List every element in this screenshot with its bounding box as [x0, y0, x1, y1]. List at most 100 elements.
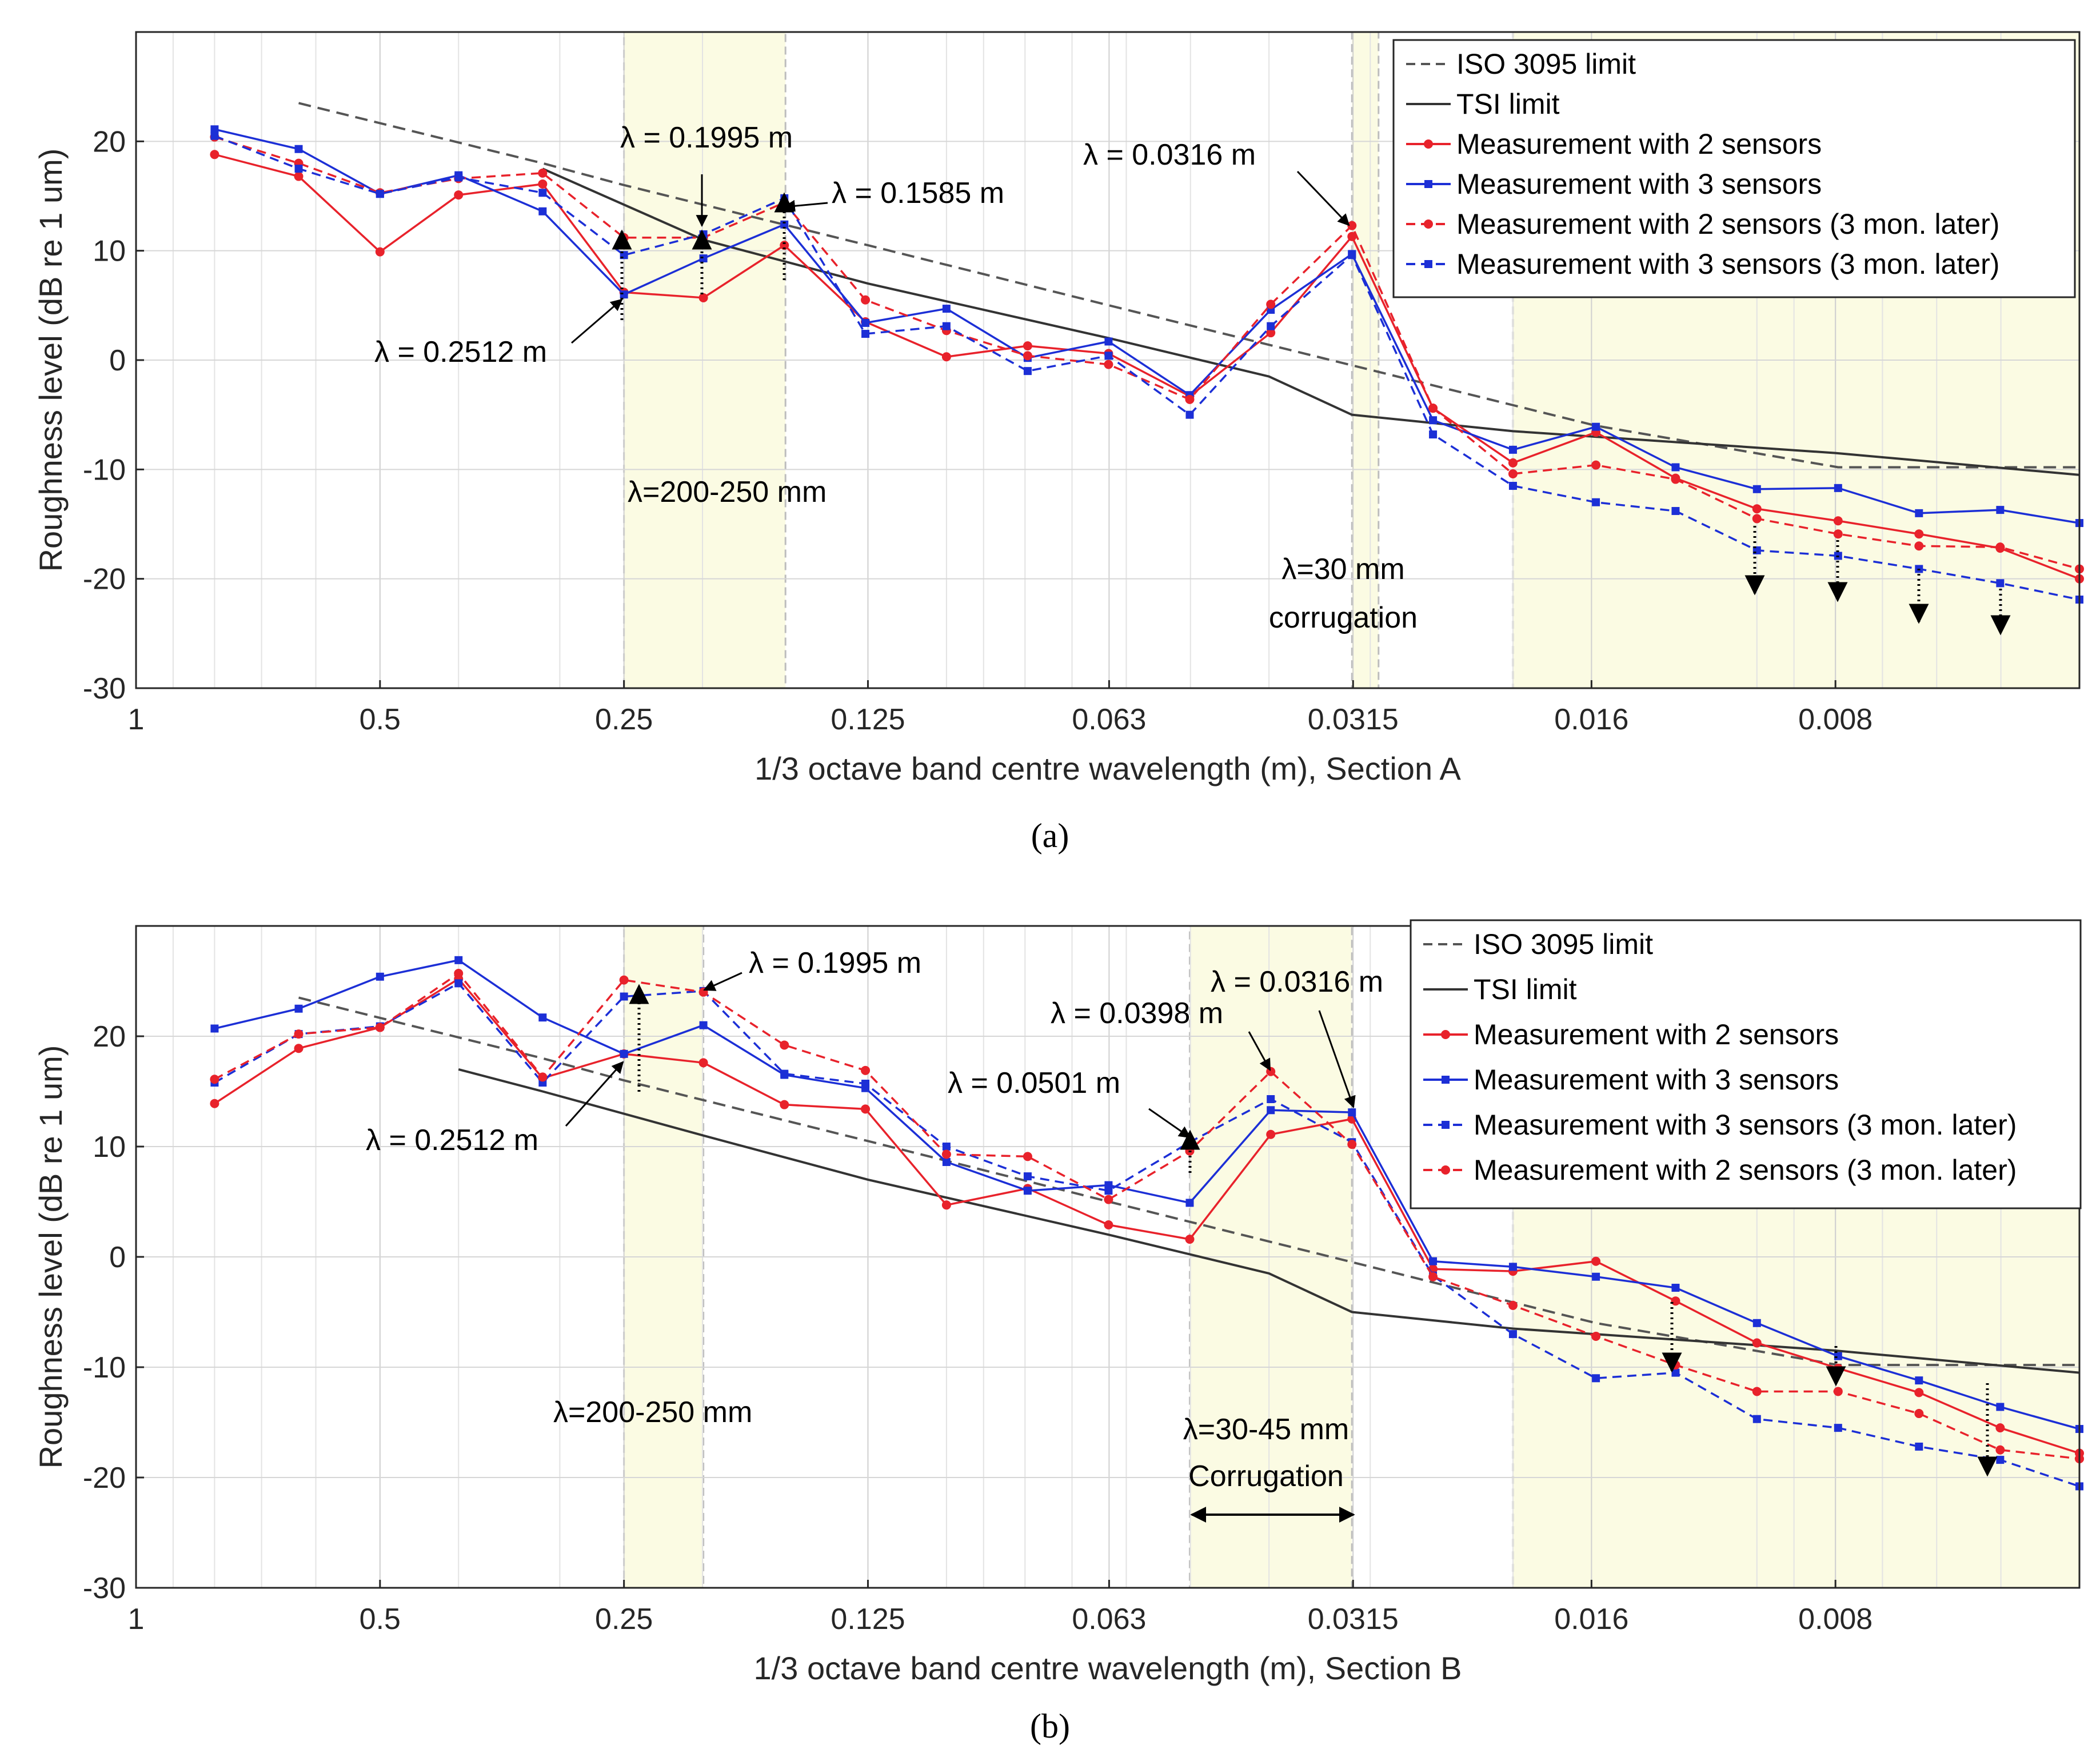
- data-point: [1508, 458, 1518, 468]
- annotation-pointer: [1148, 1108, 1191, 1139]
- x-tick-label: 0.0315: [1308, 703, 1399, 736]
- data-point: [454, 956, 463, 964]
- y-axis-label: Roughness level (dB re 1 um): [33, 1045, 69, 1469]
- annotation-label: λ = 0.1995 m: [620, 121, 793, 154]
- data-point: [698, 293, 708, 302]
- chart-panel-b: -30 -20 -10 0 10 20 1 0.5 0.25 0.125 0.063 0.0315 0.…: [33, 919, 2084, 1686]
- x-tick-label: 0.125: [831, 1603, 905, 1636]
- data-point: [1995, 1445, 2005, 1455]
- chart-panel-a: -30 -20 -10 0 10 20 1 0.5 0.25 0.125 0.063 0.0315 0.…: [33, 31, 2084, 786]
- data-point: [942, 322, 951, 330]
- data-point: [294, 1044, 304, 1053]
- data-point: [1023, 367, 1032, 376]
- x-tick-label: 0.25: [595, 703, 653, 736]
- data-point: [699, 1021, 708, 1029]
- data-point: [1591, 460, 1601, 470]
- y-tick-label: 0: [109, 344, 126, 377]
- data-point: [210, 1075, 219, 1084]
- data-point: [538, 189, 547, 197]
- data-point: [376, 190, 384, 198]
- data-point: [620, 290, 628, 299]
- data-point: [1834, 1352, 1842, 1360]
- series-1: [458, 1068, 2080, 1374]
- data-point: [780, 194, 789, 202]
- data-point: [1104, 1195, 1113, 1204]
- data-point: [1914, 541, 1924, 551]
- data-point: [861, 318, 870, 327]
- series-1: [542, 167, 2080, 476]
- data-point: [1591, 1256, 1601, 1266]
- data-point: [454, 190, 464, 200]
- annotation-label: λ = 0.0501 m: [948, 1067, 1120, 1100]
- legend-label: Measurement with 2 sensors: [1456, 128, 1822, 160]
- data-point: [1995, 542, 2005, 552]
- data-point: [1834, 1424, 1842, 1432]
- legend-marker: [1424, 139, 1433, 149]
- series-line: [542, 167, 2080, 476]
- series-line: [214, 959, 2080, 1430]
- data-point: [538, 207, 547, 215]
- data-point: [1508, 1300, 1518, 1310]
- legend-label: TSI limit: [1456, 88, 1560, 120]
- annotation-pointer: [703, 972, 742, 991]
- legend-marker: [1424, 260, 1432, 268]
- series-line: [214, 135, 2080, 601]
- data-point: [1347, 1140, 1357, 1149]
- data-point: [1267, 1095, 1275, 1104]
- data-point: [1429, 1257, 1438, 1265]
- legend-label: Measurement with 2 sensors (3 mon. later…: [1456, 208, 1999, 240]
- y-axis-label: Roughness level (dB re 1 um): [33, 149, 69, 572]
- data-point: [1592, 498, 1600, 506]
- data-point: [294, 165, 303, 173]
- caption-b: (b): [1030, 1707, 1070, 1745]
- series-line: [214, 153, 2080, 580]
- y-tick-label: 20: [93, 1020, 126, 1053]
- data-point: [1996, 1456, 2005, 1464]
- series-line: [214, 977, 2080, 1455]
- data-point: [210, 1024, 219, 1033]
- data-point: [1428, 1272, 1438, 1281]
- x-tick-label: 0.016: [1554, 1603, 1628, 1636]
- data-point: [1752, 504, 1762, 514]
- data-point: [1592, 1272, 1600, 1281]
- data-point: [1996, 579, 2005, 588]
- data-point: [1348, 251, 1356, 259]
- data-point: [1914, 529, 1924, 539]
- x-tick-label: 0.008: [1798, 1603, 1873, 1636]
- y-tick-label: -10: [83, 1351, 126, 1384]
- data-point: [1592, 422, 1600, 431]
- series-line: [214, 972, 2080, 1460]
- data-point: [942, 1143, 951, 1151]
- data-point: [780, 1040, 789, 1050]
- data-point: [1266, 1067, 1276, 1076]
- data-point: [538, 1072, 548, 1082]
- data-point: [454, 979, 463, 988]
- annotation-pointer: [1248, 1031, 1271, 1071]
- x-tick-label: 0.063: [1072, 1603, 1146, 1636]
- data-point: [538, 1013, 547, 1022]
- data-point: [1508, 445, 1517, 454]
- data-point: [1023, 351, 1032, 361]
- data-point: [1833, 1387, 1843, 1396]
- data-point: [294, 1029, 304, 1039]
- legend: ISO 3095 limit TSI limit Measurement with …: [1392, 39, 2076, 298]
- annotation-label: λ = 0.1585 m: [832, 177, 1004, 210]
- x-axis-label: 1/3 octave band centre wavelength (m), S…: [754, 750, 1461, 786]
- data-point: [1752, 1415, 1761, 1423]
- x-tick-label: 1: [128, 703, 145, 736]
- legend-label: ISO 3095 limit: [1474, 928, 1653, 960]
- y-tick-label: 10: [93, 235, 126, 268]
- data-point: [1995, 1423, 2005, 1433]
- data-point: [1915, 1442, 1923, 1451]
- data-point: [1914, 1409, 1924, 1419]
- data-point: [942, 305, 951, 313]
- data-point: [210, 125, 219, 134]
- legend-label: Measurement with 2 sensors: [1474, 1019, 1839, 1051]
- caption-a: (a): [1031, 817, 1069, 854]
- data-point: [1428, 404, 1438, 413]
- data-point: [1185, 410, 1194, 419]
- legend-label: Measurement with 2 sensors (3 mon. later…: [1474, 1154, 2017, 1186]
- data-point: [375, 1023, 385, 1032]
- data-point: [538, 179, 548, 189]
